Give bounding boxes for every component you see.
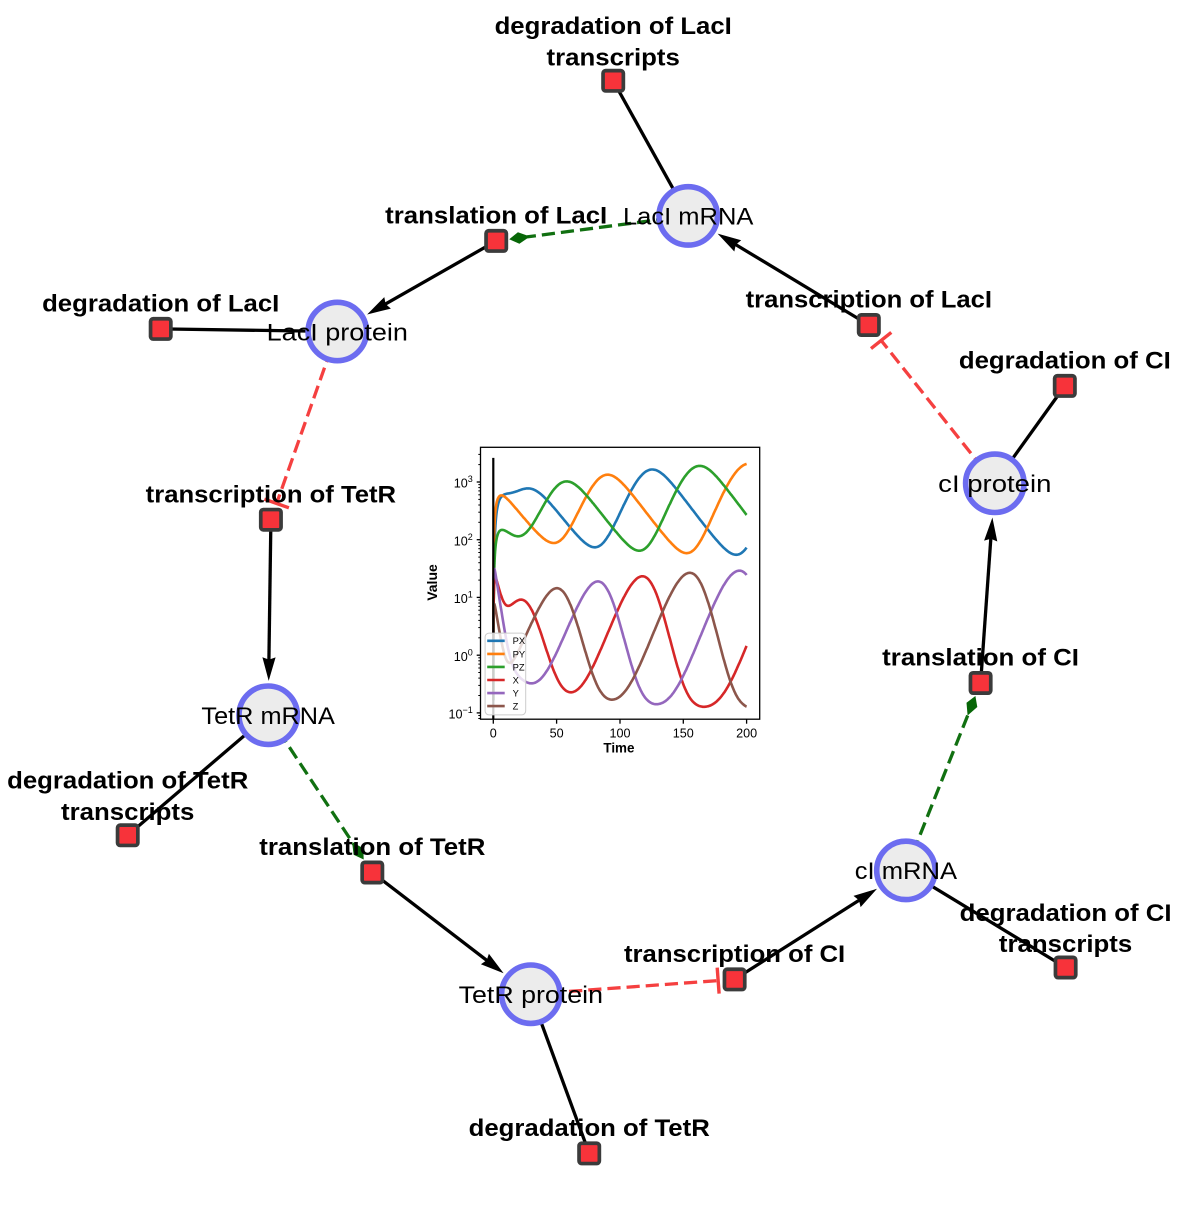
svg-text:50: 50 [550,726,564,740]
svg-text:TetR mRNA: TetR mRNA [201,703,335,730]
svg-text:cI mRNA: cI mRNA [855,858,958,885]
svg-text:degradation of TetR: degradation of TetR [469,1115,711,1142]
svg-text:degradation of TetR: degradation of TetR [7,768,249,795]
svg-text:LacI protein: LacI protein [267,319,408,346]
svg-text:degradation of LacI: degradation of LacI [495,13,732,40]
svg-text:Value: Value [424,564,440,601]
svg-text:transcripts: transcripts [61,799,194,826]
svg-text:transcripts: transcripts [999,931,1132,958]
svg-text:degradation of LacI: degradation of LacI [42,291,279,318]
svg-text:LacI mRNA: LacI mRNA [623,204,754,231]
svg-text:TetR protein: TetR protein [459,982,603,1009]
svg-text:PY: PY [513,648,526,659]
svg-text:translation of TetR: translation of TetR [259,834,485,861]
svg-text:transcription of CI: transcription of CI [624,941,845,968]
svg-text:transcripts: transcripts [547,45,680,72]
svg-text:translation of LacI: translation of LacI [385,203,607,230]
svg-text:translation of CI: translation of CI [882,645,1079,672]
svg-text:Y: Y [513,688,520,699]
svg-text:degradation of CI: degradation of CI [959,348,1171,375]
svg-text:PZ: PZ [513,661,525,672]
svg-text:PX: PX [513,635,526,646]
svg-text:X: X [513,674,520,685]
svg-text:Z: Z [513,701,519,712]
svg-text:100: 100 [609,726,630,740]
svg-text:200: 200 [736,726,757,740]
svg-text:150: 150 [673,726,694,740]
svg-text:transcription of TetR: transcription of TetR [146,481,397,508]
svg-text:0: 0 [490,726,497,740]
svg-text:cI protein: cI protein [938,471,1051,498]
svg-text:degradation of CI: degradation of CI [960,900,1172,927]
svg-text:transcription of LacI: transcription of LacI [746,287,992,314]
svg-text:Time: Time [603,741,634,756]
